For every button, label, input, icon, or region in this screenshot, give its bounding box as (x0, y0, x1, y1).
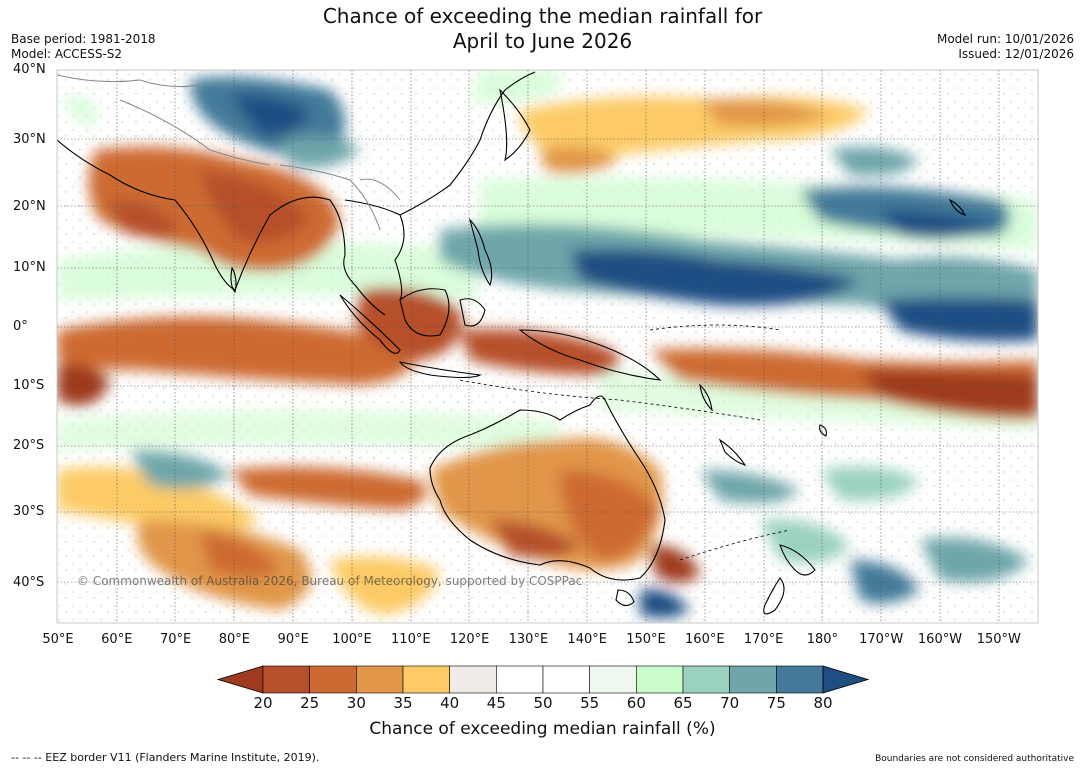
colorbar-segment (729, 665, 777, 694)
run-info: Model run: 10/01/2026 Issued: 12/01/2026 (937, 32, 1074, 62)
colorbar-tick-label: 55 (580, 694, 600, 712)
copyright-notice: © Commonwealth of Australia 2026, Bureau… (77, 574, 583, 588)
colorbar-segment (262, 665, 310, 694)
lat-label: 40°S (13, 575, 45, 590)
colorbar-segment (402, 665, 450, 694)
graticule (57, 70, 1038, 623)
lon-label: 130°E (508, 632, 549, 647)
colorbar-tick-label: 80 (813, 694, 833, 712)
lon-label: 120°E (449, 632, 490, 647)
boundaries-note: Boundaries are not considered authoritat… (875, 754, 1074, 764)
lon-label: 150°W (976, 632, 1021, 647)
colorbar-tick-label: 30 (346, 694, 366, 712)
lon-label: 70°E (159, 632, 192, 647)
lat-label: 10°N (13, 260, 46, 275)
colorbar-segment (309, 665, 357, 694)
map-field (57, 70, 1038, 623)
colorbar-segment (496, 665, 544, 694)
colorbar-segment (589, 665, 637, 694)
map-frame (56, 69, 1039, 624)
colorbar-tick-label: 20 (253, 694, 273, 712)
eez-note: -- -- -- EEZ border V11 (Flanders Marine… (11, 751, 320, 764)
lon-label: 80°E (218, 632, 251, 647)
issued-date: Issued: 12/01/2026 (958, 47, 1074, 61)
colorbar-label: Chance of exceeding median rainfall (%) (369, 719, 716, 739)
country-borders (57, 74, 401, 231)
colorbar-tick-label: 50 (533, 694, 553, 712)
lon-label: 110°E (391, 632, 431, 647)
colorbar-segment (542, 665, 590, 694)
lat-label: 20°S (13, 438, 45, 453)
lon-label: 150°E (626, 632, 666, 647)
lon-label: 60°E (101, 632, 133, 647)
map-title: Chance of exceeding the median rainfall … (0, 4, 1085, 54)
colorbar-arrow-high (822, 665, 870, 694)
model-name: Model: ACCESS-S2 (11, 47, 123, 61)
lon-label: 90°E (277, 632, 309, 647)
colorbar-tick-label: 35 (393, 694, 413, 712)
lat-label: 30°S (13, 504, 45, 519)
colorbar-tick-label: 40 (440, 694, 460, 712)
lon-label: 170°W (859, 632, 904, 647)
coastlines (57, 71, 967, 615)
lat-label: 30°N (13, 132, 46, 147)
lon-label: 50°E (42, 632, 74, 647)
model-run: Model run: 10/01/2026 (936, 32, 1074, 46)
colorbar-segment (636, 665, 684, 694)
lon-label: 170°E (743, 632, 784, 647)
colorbar-segment (356, 665, 404, 694)
colorbar-tick-label: 60 (626, 694, 646, 712)
title-line-1: Chance of exceeding the median rainfall … (322, 4, 763, 28)
lon-label: 180° (806, 632, 839, 647)
colorbar-segment (682, 665, 730, 694)
colorbar-segment (776, 665, 824, 694)
lat-label: 10°S (13, 378, 45, 393)
title-line-2: April to June 2026 (452, 29, 633, 53)
colorbar-segment (449, 665, 497, 694)
colorbar-tick-label: 75 (766, 694, 786, 712)
colorbar (216, 665, 870, 694)
lat-label: 20°N (13, 199, 46, 214)
colorbar-tick-label: 45 (486, 694, 506, 712)
lon-label: 160°E (685, 632, 725, 647)
lon-label: 100°E (332, 632, 372, 647)
lon-label: 140°E (567, 632, 607, 647)
probability-shading (57, 70, 1038, 619)
colorbar-arrow-low (216, 665, 264, 694)
colorbar-tick-label: 70 (720, 694, 740, 712)
lat-label: 40°N (13, 62, 46, 77)
colorbar-tick-label: 25 (300, 694, 320, 712)
lon-label: 160°W (917, 632, 963, 647)
base-period: Base period: 1981-2018 (11, 32, 156, 46)
lat-label: 0° (13, 319, 28, 334)
colorbar-tick-label: 65 (673, 694, 693, 712)
eez-borders (459, 324, 791, 561)
model-info: Base period: 1981-2018 Model: ACCESS-S2 (11, 32, 156, 62)
